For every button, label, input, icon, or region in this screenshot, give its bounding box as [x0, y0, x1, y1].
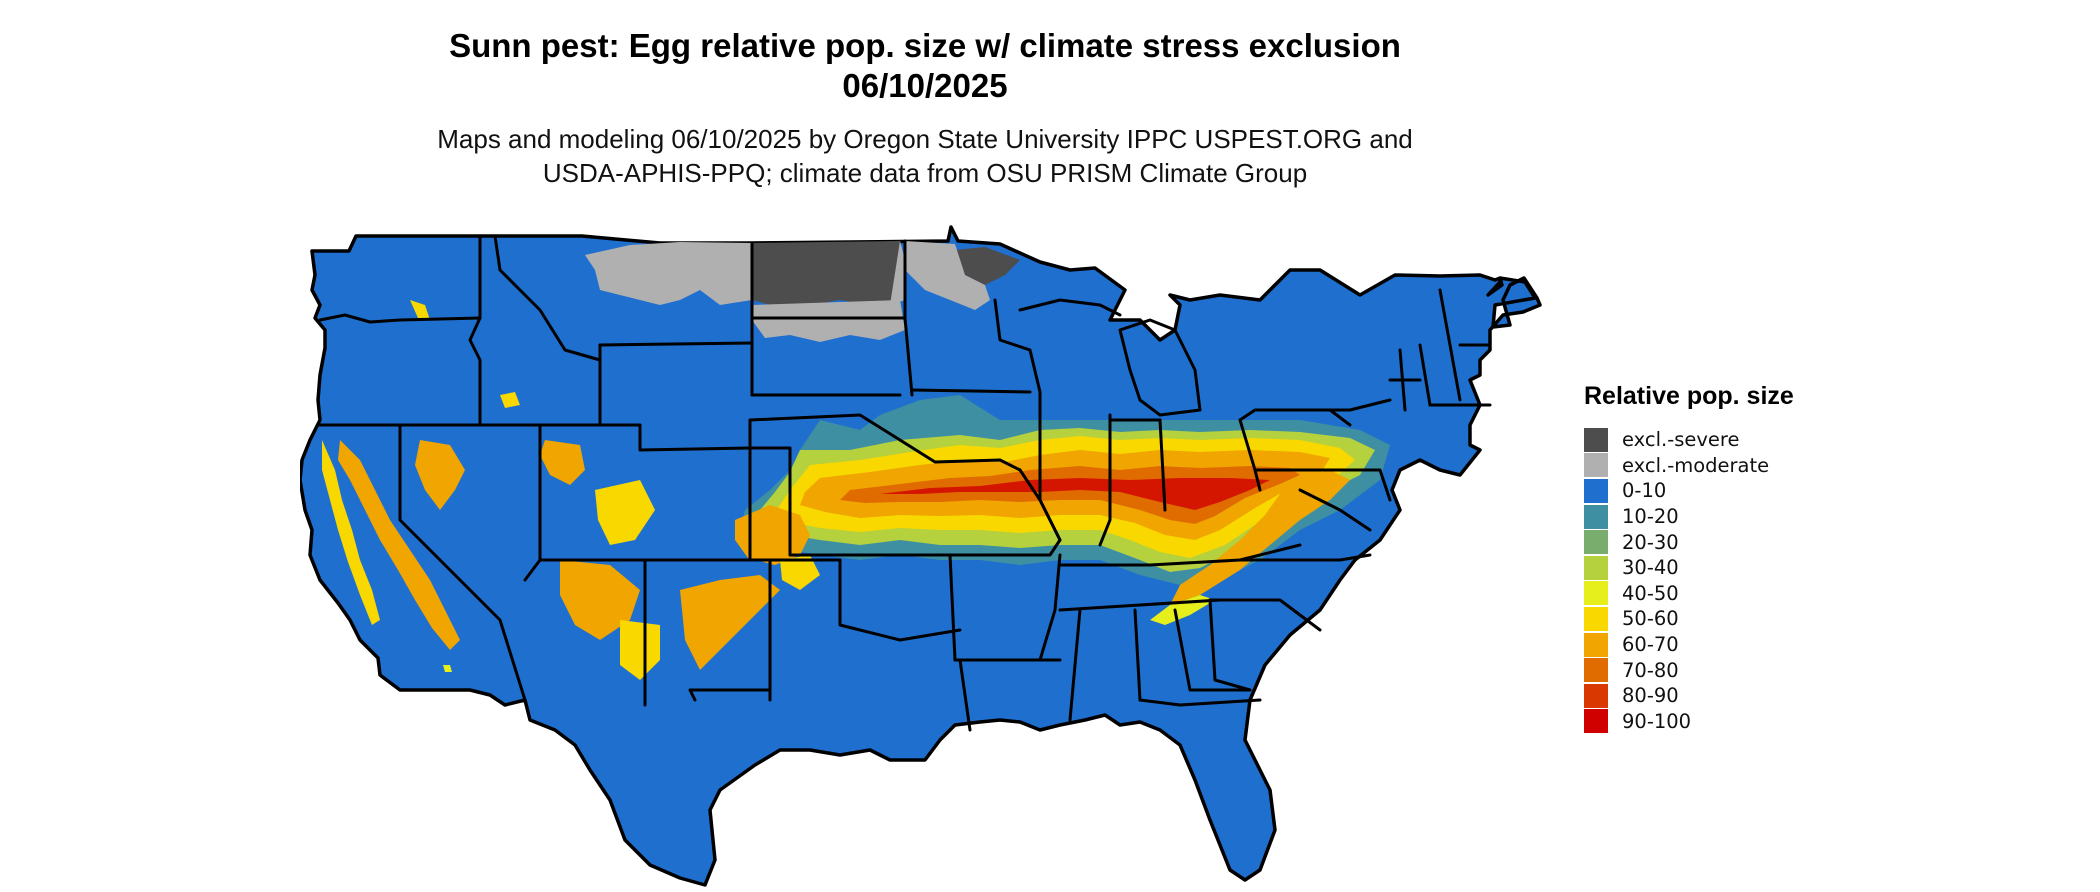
california-valley — [338, 440, 460, 650]
idaho-pocket — [410, 300, 430, 320]
excl-severe-northern-plains — [752, 241, 905, 305]
legend-title: Relative pop. size — [1584, 382, 1794, 410]
legend-label: 10-20 — [1622, 505, 1679, 529]
legend-item: excl.-severe — [1584, 427, 1794, 453]
idaho-pocket-2 — [500, 392, 520, 408]
legend-label: 60-70 — [1622, 633, 1679, 657]
us-map — [300, 225, 1542, 887]
legend-swatch — [1584, 683, 1608, 708]
legend-label: 20-30 — [1622, 530, 1679, 554]
legend-swatch — [1584, 427, 1608, 452]
legend-label: 80-90 — [1622, 684, 1679, 708]
legend-item: 30-40 — [1584, 555, 1794, 581]
legend-swatch — [1584, 709, 1608, 734]
map-legend: Relative pop. size excl.-severe excl.-mod… — [1584, 382, 1794, 734]
excl-moderate-nd-east — [890, 241, 905, 305]
legend-label: 0-10 — [1622, 479, 1667, 503]
map-date: 06/10/2025 — [842, 67, 1008, 104]
socal-island — [443, 665, 452, 672]
map-credit-line-2: USDA-APHIS-PPQ; climate data from OSU PR… — [542, 158, 1308, 188]
legend-label: excl.-moderate — [1622, 453, 1770, 477]
excl-moderate-montana — [585, 242, 752, 305]
legend-swatch — [1584, 555, 1608, 580]
legend-item: 0-10 — [1584, 478, 1794, 504]
map-credit-line-1: Maps and modeling 06/10/2025 by Oregon S… — [437, 124, 1413, 154]
band-90-100 — [880, 478, 1270, 510]
nevada-basin — [415, 440, 465, 510]
legend-item: 10-20 — [1584, 504, 1794, 530]
appalachian-band — [1170, 470, 1350, 605]
legend-label: excl.-severe — [1622, 428, 1740, 452]
legend-label: 90-100 — [1622, 709, 1692, 733]
new-mexico-pocket — [680, 575, 780, 670]
legend-swatch — [1584, 658, 1608, 683]
state-borders — [318, 234, 1492, 732]
legend-swatch — [1584, 478, 1608, 503]
legend-item: 50-60 — [1584, 606, 1794, 632]
legend-item: excl.-moderate — [1584, 453, 1794, 479]
legend-item: 60-70 — [1584, 632, 1794, 658]
excl-moderate-dakota — [752, 300, 905, 342]
legend-swatch — [1584, 581, 1608, 606]
legend-label: 40-50 — [1622, 581, 1679, 605]
legend-item: 90-100 — [1584, 709, 1794, 735]
california-coast — [322, 440, 380, 625]
legend-label: 50-60 — [1622, 607, 1679, 631]
legend-swatch — [1584, 504, 1608, 529]
legend-item: 70-80 — [1584, 657, 1794, 683]
excl-moderate-minnesota — [905, 241, 990, 310]
legend-swatch — [1584, 632, 1608, 657]
utah-pocket-2 — [595, 480, 655, 545]
arizona-pocket-2 — [620, 620, 660, 680]
legend-items: excl.-severe excl.-moderate 0-10 10-20 20-30… — [1584, 427, 1794, 734]
legend-item: 80-90 — [1584, 683, 1794, 709]
legend-item: 40-50 — [1584, 581, 1794, 607]
map-title: Sunn pest: Egg relative pop. size w/ cli… — [449, 27, 1401, 64]
utah-pocket — [540, 440, 585, 485]
panhandle-band — [780, 555, 820, 590]
legend-label: 70-80 — [1622, 658, 1679, 682]
legend-swatch — [1584, 453, 1608, 478]
legend-swatch — [1584, 530, 1608, 555]
legend-item: 20-30 — [1584, 529, 1794, 555]
legend-swatch — [1584, 606, 1608, 631]
excl-severe-minnesota — [955, 247, 1020, 285]
legend-label: 30-40 — [1622, 556, 1679, 580]
